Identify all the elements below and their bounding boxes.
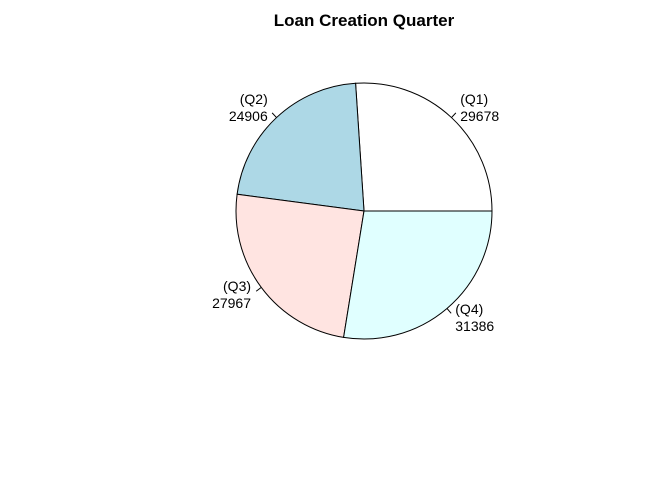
pie-category-label: (Q3) [223, 278, 251, 294]
pie-leader-line [446, 308, 452, 314]
pie-category-label: (Q2) [240, 91, 268, 107]
pie-slice-q4 [343, 210, 493, 340]
pie-slice-q1 [355, 82, 493, 212]
pie-value-label: 27967 [212, 295, 251, 311]
pie-category-label: (Q1) [460, 91, 488, 107]
pie-slices [235, 82, 493, 340]
pie-leader-line [271, 112, 277, 118]
pie-slice-q3 [235, 193, 365, 338]
pie-leader-line [255, 286, 262, 292]
pie-slice-q2 [236, 82, 365, 212]
pie-category-label: (Q4) [455, 301, 483, 317]
pie-value-label: 31386 [455, 318, 494, 334]
pie-value-label: 29678 [460, 108, 499, 124]
pie-value-label: 24906 [229, 108, 268, 124]
pie-leader-line [451, 112, 457, 118]
pie-labels: (Q1)29678 (Q2)24906 (Q3)27967 (Q4)31386 [212, 91, 499, 334]
chart-title: Loan Creation Quarter [274, 11, 455, 30]
